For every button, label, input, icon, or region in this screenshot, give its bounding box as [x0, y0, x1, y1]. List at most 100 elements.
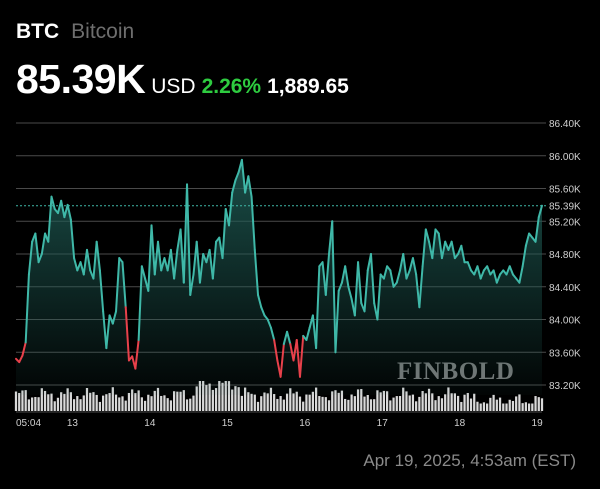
- current-price: 85.39K: [16, 56, 146, 102]
- volume-bar: [489, 397, 492, 411]
- price-line-segment: [479, 269, 485, 280]
- volume-bar: [140, 397, 143, 411]
- volume-bar: [453, 393, 456, 411]
- volume-bar: [92, 392, 95, 411]
- volume-bar: [376, 390, 379, 411]
- price-line-segment: [240, 158, 247, 194]
- volume-bar: [321, 396, 324, 411]
- volume-bar: [218, 381, 221, 411]
- volume-bar: [486, 403, 489, 411]
- volume-bar: [76, 396, 79, 411]
- volume-bar: [18, 392, 21, 411]
- volume-bar: [211, 389, 214, 411]
- x-tick-label: 19: [532, 418, 544, 429]
- volume-bar: [234, 386, 237, 411]
- price-line-segment: [344, 265, 350, 288]
- price-line-segment: [21, 341, 27, 357]
- x-tick-label: 05:04: [16, 418, 41, 429]
- volume-bar: [34, 396, 37, 411]
- volume-bar: [398, 396, 402, 411]
- volume-bar: [195, 386, 198, 411]
- price-line-segment: [273, 338, 279, 362]
- volume-bar: [502, 403, 505, 411]
- price-line-segment: [234, 171, 240, 182]
- volume-bar: [392, 397, 395, 411]
- price-line-segment: [324, 253, 331, 296]
- price-line-segment: [395, 269, 402, 284]
- price-line-segment: [173, 248, 179, 280]
- y-tick-label: 83.60K: [549, 348, 581, 359]
- x-tick-label: 16: [299, 418, 311, 429]
- price-line-segment: [66, 203, 72, 221]
- price-line-segment: [189, 273, 195, 296]
- price-line-segment: [424, 228, 431, 243]
- x-tick-label: 17: [377, 418, 389, 429]
- y-tick-label: 84.40K: [549, 283, 581, 294]
- price-line-segment: [27, 240, 34, 276]
- volume-bar: [208, 383, 211, 411]
- price-line-segment: [524, 232, 531, 247]
- volume-bar: [89, 392, 92, 411]
- price-line-segment: [440, 240, 447, 260]
- volume-bar: [289, 388, 292, 411]
- price-line-segment: [421, 228, 427, 268]
- y-tick-label: 84.80K: [549, 250, 581, 261]
- price-line-segment: [40, 232, 47, 255]
- volume-bar: [98, 401, 102, 411]
- volume-bar: [356, 389, 360, 411]
- volume-bar: [460, 401, 463, 411]
- volume-bar: [127, 392, 131, 411]
- volume-bar: [395, 396, 398, 411]
- price-line-segment: [85, 248, 92, 272]
- price-line-segment: [150, 224, 156, 276]
- volume-bar: [40, 388, 43, 411]
- volume-bar: [305, 394, 308, 411]
- volume-bar: [360, 389, 363, 411]
- volume-bar: [295, 391, 298, 411]
- volume-bar: [118, 397, 121, 411]
- price-line-segment: [186, 183, 192, 296]
- volume-bar: [479, 403, 482, 411]
- volume-bar: [56, 397, 60, 411]
- volume-bar: [27, 399, 31, 411]
- asset-header: BTC Bitcoin: [16, 20, 134, 44]
- volume-bar: [156, 387, 160, 411]
- price-chart-svg[interactable]: 86.40K 86.00K 85.60K 85.20K 84.80K 84.40K 84.0…: [0, 95, 600, 435]
- price-line-segment: [269, 326, 276, 341]
- volume-bar: [508, 399, 511, 411]
- volume-bar: [340, 390, 344, 411]
- price-line-segment: [105, 314, 111, 350]
- price-change-percent: 2.26%: [201, 75, 262, 98]
- volume-bar: [24, 390, 27, 411]
- volume-bar: [134, 393, 137, 411]
- volume-bar: [14, 391, 18, 411]
- volume-bar: [243, 387, 247, 411]
- volume-bar: [50, 393, 53, 411]
- volume-bar: [63, 393, 66, 411]
- price-chart[interactable]: 86.40K 86.00K 85.60K 85.20K 84.80K 84.40K 84.0…: [0, 95, 600, 435]
- x-tick-label: 13: [67, 418, 79, 429]
- price-line-segment: [298, 334, 305, 378]
- volume-bar: [308, 394, 311, 411]
- price-line-segment: [198, 253, 205, 284]
- volume-bar: [111, 387, 114, 411]
- price-line-segment: [334, 289, 340, 354]
- volume-bar: [102, 395, 105, 411]
- price-line-segment: [411, 257, 418, 276]
- price-line-segment: [266, 318, 272, 329]
- volume-bar: [331, 391, 334, 411]
- price-line-segment: [437, 232, 443, 260]
- price-line-segment: [282, 330, 289, 346]
- volume-bar: [473, 393, 476, 411]
- volume-bar: [437, 396, 440, 411]
- price-line-segment: [492, 269, 498, 284]
- volume-bar: [450, 393, 453, 411]
- volume-bar: [37, 397, 40, 411]
- price-line-segment: [34, 232, 40, 264]
- y-tick-label: 85.20K: [549, 217, 581, 228]
- volume-bar: [282, 399, 285, 411]
- volume-bar: [202, 381, 205, 411]
- volume-bar: [108, 393, 111, 411]
- price-line-segment: [231, 179, 237, 194]
- current-price-label: 85.39K: [549, 202, 581, 213]
